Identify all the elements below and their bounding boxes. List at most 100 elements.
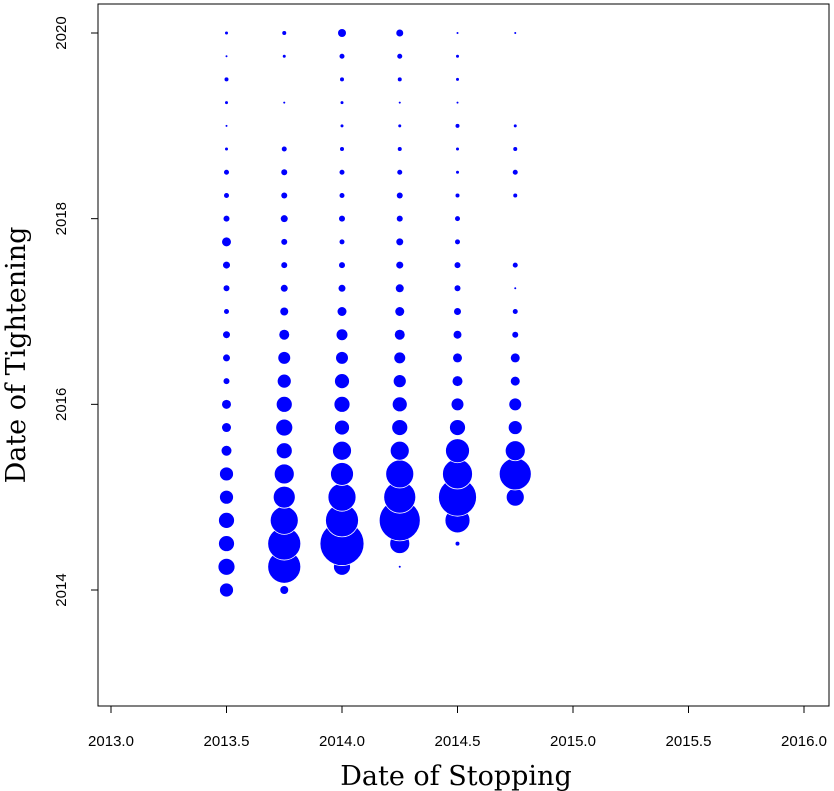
bubble-point [223,378,230,385]
bubble-point [512,309,518,314]
bubble-point [339,53,345,59]
bubble-point [223,261,230,269]
bubble-point [454,285,461,292]
bubble-point [330,462,354,486]
bubble-point [398,124,402,128]
bubble-point [512,262,518,268]
bubble-point [338,284,346,292]
bubble-point [397,169,403,175]
bubble-point [224,169,229,175]
bubble-point [280,586,289,594]
x-tick-label: 2015.5 [666,733,712,750]
bubble-point [269,505,299,535]
x-tick-label: 2013.5 [204,733,250,750]
bubble-point [453,330,462,339]
bubble-point [510,376,520,386]
bubble-point [223,354,230,362]
y-axis-title: Date of Tightening [1,227,32,484]
bubble-point [456,32,459,34]
bubble-point [278,351,291,364]
bubble-point [223,285,230,292]
bubble-point [217,557,236,576]
y-axis: 2014 2016 2018 2020 [53,16,99,607]
bubble-point [224,192,229,198]
bubble-point [340,77,344,82]
bubble-point [394,329,405,340]
x-tick-label: 2014.0 [319,733,365,750]
bubble-point [281,262,288,269]
bubble-point [280,307,289,316]
bubble-point [389,440,410,461]
bubble-point [275,395,293,413]
bubble-point [454,262,461,269]
y-tick-label: 2020 [53,16,70,49]
bubble-point [225,124,228,127]
bubble-point [223,331,230,339]
bubble-point [332,440,352,461]
bubble-point [505,487,525,507]
bubble-point [385,459,415,489]
bubble-point [451,398,464,411]
bubble-point [456,170,459,174]
bubble-point [281,238,288,245]
bubble-point [445,438,470,464]
bubble-point [222,237,231,247]
bubble-point [395,307,405,316]
bubble-point [339,215,345,222]
x-axis-title: Date of Stopping [340,761,571,791]
bubble-point [513,193,518,198]
bubble-series [217,29,532,598]
bubble-point [336,351,348,364]
x-tick-label: 2016.0 [781,733,827,750]
bubble-point [339,169,345,175]
bubble-point [225,101,228,105]
bubble-point [512,169,518,175]
bubble-point [222,423,231,433]
bubble-point [392,374,407,389]
bubble-point [223,215,230,222]
bubble-point [391,396,408,413]
bubble-point [219,582,234,598]
bubble-point [276,373,292,389]
bubble-point [337,307,347,316]
bubble-point [453,353,462,363]
bubble-point [455,541,460,546]
bubble-point [225,147,228,151]
bubble-point [504,440,526,462]
bubble-point [282,54,286,58]
bubble-point [513,124,517,128]
bubble-point [225,55,228,58]
bubble-point [455,193,460,198]
x-axis: 2013.0 2013.5 2014.0 2014.5 2015.0 2015.5 2016… [88,705,827,750]
bubble-point [218,511,235,529]
bubble-point [442,458,473,490]
x-tick-label: 2015.0 [550,733,596,750]
bubble-point [398,101,401,104]
bubble-point [221,445,232,456]
bubble-point [275,442,293,460]
bubble-point [281,146,287,152]
bubble-point [397,147,402,152]
bubble-point [394,352,406,364]
bubble-point [338,29,346,37]
bubble-point [449,419,466,436]
bubble-point [456,77,459,81]
plot-frame [97,3,830,707]
bubble-point [225,31,228,35]
bubble-point [509,398,522,411]
bubble-point [452,376,463,387]
bubble-point [395,284,404,293]
bubble-point [272,485,296,509]
bubble-point [455,239,460,245]
bubble-point [398,565,401,568]
bubble-point [397,77,402,82]
bubble-point [340,124,344,128]
bubble-point [498,457,532,491]
bubble-point [514,32,517,34]
bubble-point [455,123,460,128]
bubble-point [336,329,348,341]
bubble-point [219,466,234,482]
bubble-point [273,463,295,485]
bubble-point [280,215,288,223]
